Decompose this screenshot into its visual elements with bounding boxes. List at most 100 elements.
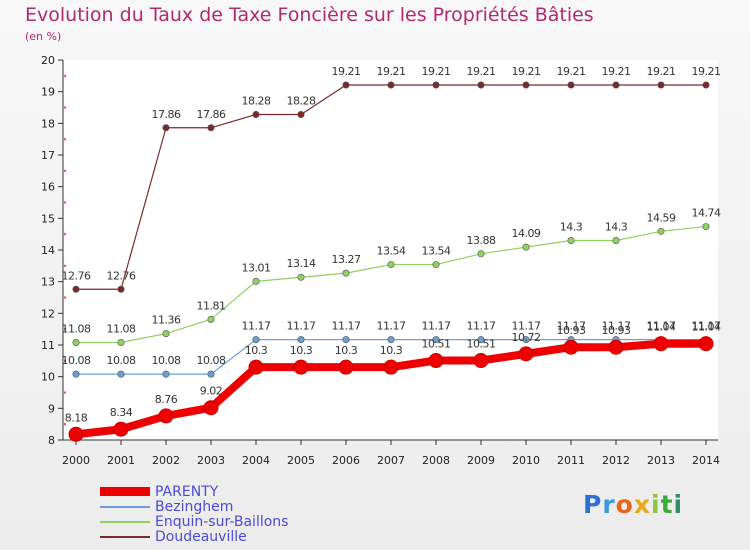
data-label: 10.51 [422, 338, 451, 351]
data-point [252, 336, 260, 344]
logo-letter: i [651, 490, 661, 519]
y-tick-label: 12 [41, 307, 55, 320]
data-label: 10.08 [152, 354, 181, 367]
data-point [428, 353, 444, 369]
data-label: 14.59 [647, 211, 676, 224]
y-minor-dot [64, 359, 66, 362]
data-point [297, 336, 305, 344]
data-point [68, 426, 84, 442]
data-label: 11.17 [512, 320, 541, 333]
data-point [608, 339, 624, 355]
data-point [72, 338, 80, 346]
proxiti-logo: Proxiti [583, 490, 683, 519]
x-tick-label: 2004 [242, 454, 270, 467]
chart-title: Evolution du Taux de Taxe Foncière sur l… [25, 4, 594, 26]
data-point [563, 339, 579, 355]
legend-swatch [100, 535, 150, 538]
y-tick-label: 15 [41, 212, 55, 225]
x-tick-label: 2013 [647, 454, 675, 467]
legend-label: PARENTY [155, 483, 219, 500]
y-minor-dot [64, 169, 66, 172]
data-point [297, 273, 305, 281]
data-point [162, 330, 170, 338]
logo-letter: x [633, 490, 651, 519]
data-label: 13.54 [377, 245, 406, 258]
data-label: 11.17 [332, 320, 361, 333]
data-label: 10.93 [602, 324, 631, 337]
data-label: 18.28 [242, 94, 271, 107]
data-label: 11.17 [422, 320, 451, 333]
data-label: 10.08 [197, 354, 226, 367]
data-label: 11.81 [197, 299, 226, 312]
y-tick-label: 16 [41, 181, 55, 194]
data-point [657, 227, 665, 235]
data-point [117, 285, 125, 293]
data-point [203, 400, 219, 416]
y-tick-label: 13 [41, 276, 55, 289]
data-label: 13.88 [467, 234, 496, 247]
data-label: 14.3 [560, 221, 583, 234]
legend-swatch [100, 487, 150, 496]
data-label: 10.51 [467, 338, 496, 351]
data-label: 11.17 [242, 320, 271, 333]
data-point [293, 359, 309, 375]
data-point [567, 81, 575, 89]
data-label: 19.21 [377, 65, 406, 78]
logo-letter: i [673, 490, 684, 519]
y-minor-dot [64, 233, 66, 236]
data-label: 19.21 [557, 65, 586, 78]
data-label: 14.09 [512, 227, 541, 240]
data-label: 8.34 [110, 406, 133, 419]
data-label: 10.3 [380, 344, 403, 357]
data-point [162, 370, 170, 378]
data-label: 11.17 [557, 320, 586, 333]
x-tick-label: 2003 [197, 454, 225, 467]
y-tick-label: 14 [41, 244, 55, 257]
data-point [207, 370, 215, 378]
data-point [477, 250, 485, 258]
data-point [162, 124, 170, 132]
data-label: 19.21 [602, 65, 631, 78]
data-label: 10.08 [62, 354, 91, 367]
data-label: 11.17 [377, 320, 406, 333]
x-tick-label: 2014 [692, 454, 720, 467]
data-point [698, 336, 714, 352]
legend-swatch [100, 520, 150, 523]
data-label: 19.21 [467, 65, 496, 78]
y-minor-dot [64, 391, 66, 394]
y-tick-label: 8 [48, 434, 55, 447]
legend-item: Enquin-sur-Baillons [100, 514, 288, 530]
y-minor-dot [64, 264, 66, 267]
y-minor-dot [64, 138, 66, 141]
x-tick-label: 2009 [467, 454, 495, 467]
data-point [473, 353, 489, 369]
x-tick-label: 2001 [107, 454, 135, 467]
data-label: 17.86 [152, 108, 181, 121]
plot-area [63, 60, 718, 440]
data-point [338, 359, 354, 375]
data-point [702, 81, 710, 89]
y-minor-dot [64, 423, 66, 426]
data-point [342, 269, 350, 277]
legend-item: Doudeauville [100, 529, 288, 545]
y-tick-label: 10 [41, 371, 55, 384]
x-tick-label: 2005 [287, 454, 315, 467]
data-point [207, 124, 215, 132]
data-point [522, 81, 530, 89]
data-point [567, 237, 575, 245]
data-point [518, 346, 534, 362]
data-point [612, 81, 620, 89]
data-label: 11.17 [692, 320, 721, 333]
x-tick-label: 2002 [152, 454, 180, 467]
data-label: 14.3 [605, 221, 628, 234]
data-label: 11.08 [62, 322, 91, 335]
y-tick-label: 17 [41, 149, 55, 162]
data-point [432, 261, 440, 269]
data-label: 12.76 [107, 269, 136, 282]
data-label: 8.18 [65, 411, 88, 424]
data-point [477, 336, 485, 344]
data-label: 14.74 [692, 207, 721, 220]
data-point [252, 110, 260, 118]
data-point [248, 359, 264, 375]
